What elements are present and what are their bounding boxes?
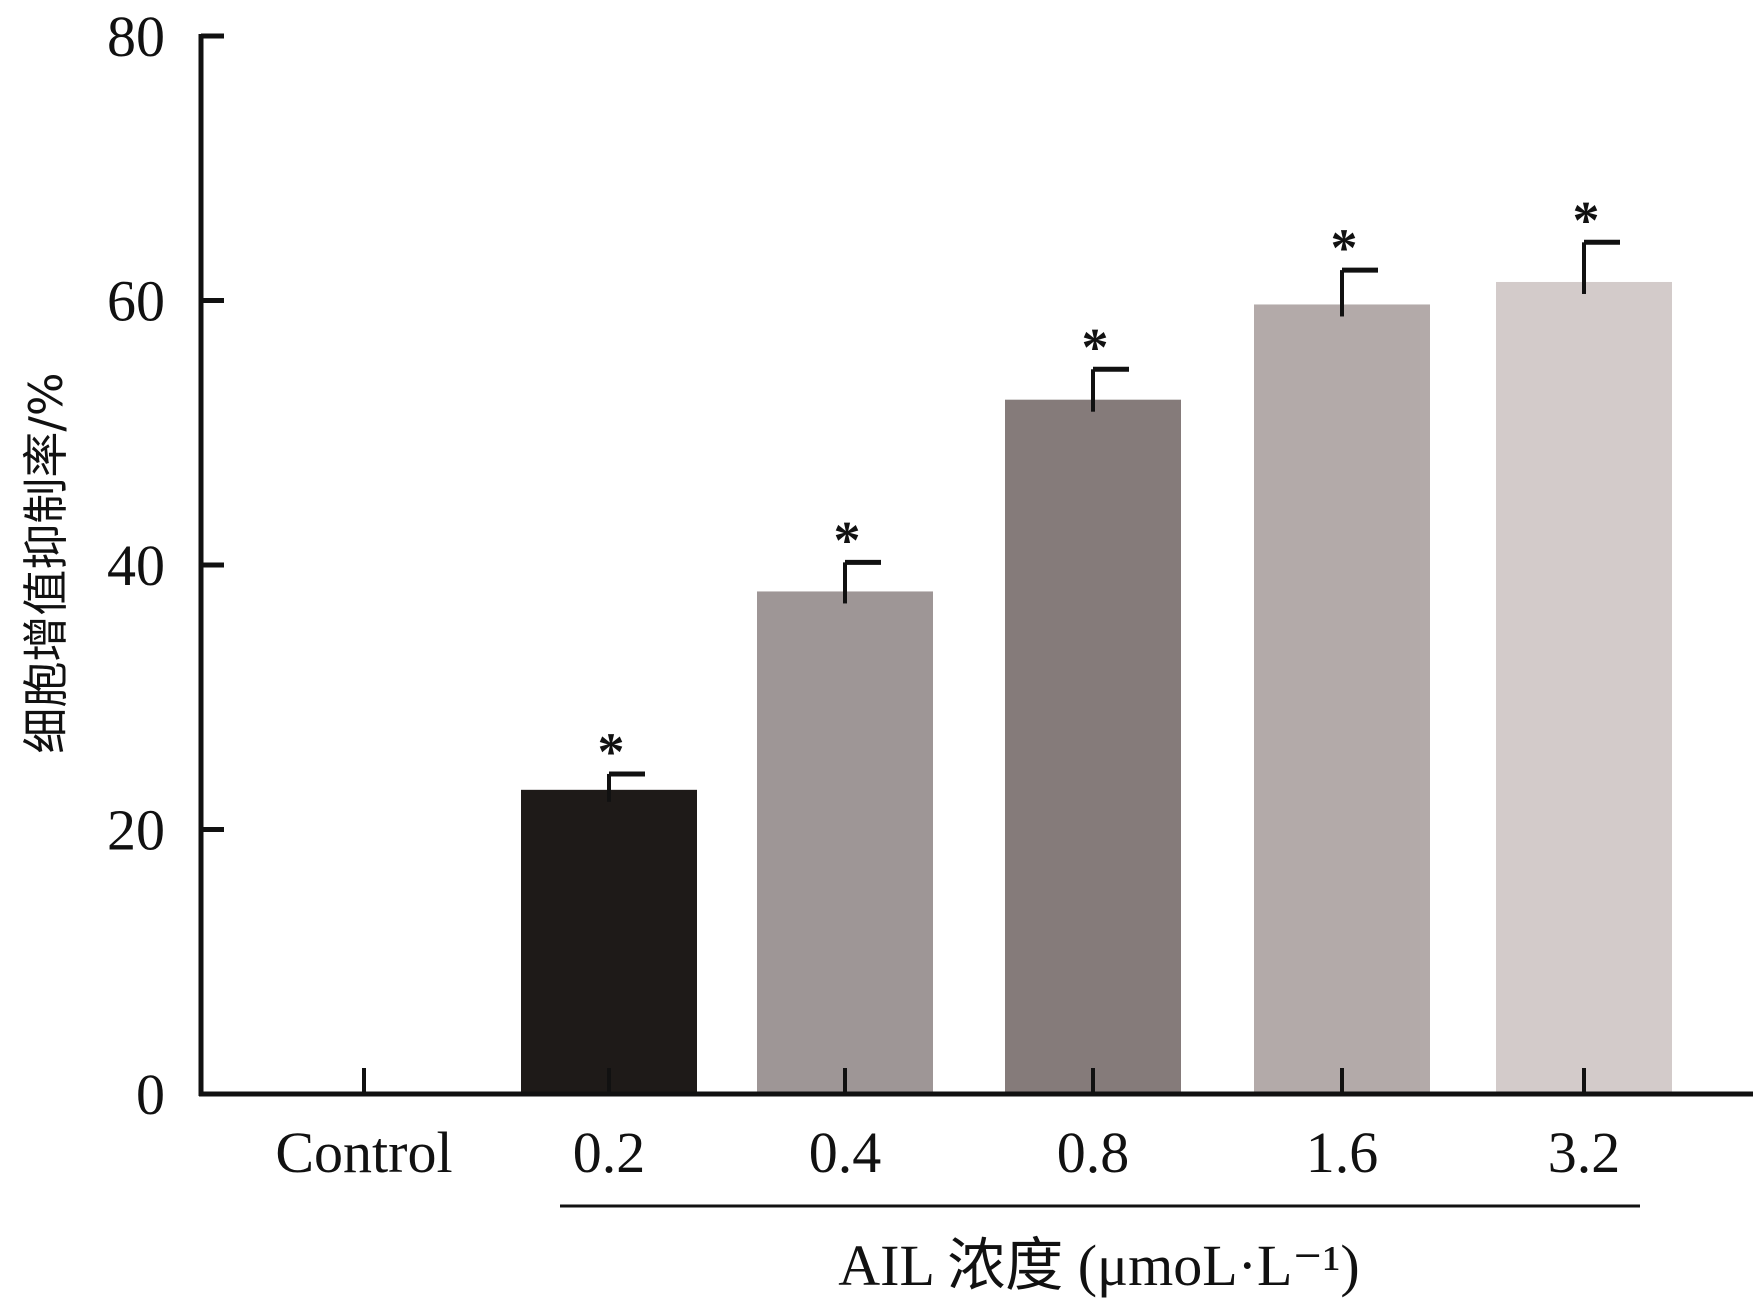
y-tick-label: 0 [136,1062,165,1127]
significance-marker: * [1082,317,1109,377]
significance-marker: * [598,722,625,782]
bar-0.2 [521,789,697,1094]
bar-3.2 [1496,281,1672,1094]
x-tick-label: 1.6 [1306,1120,1379,1185]
bar-0.8 [1005,399,1181,1094]
significance-marker: * [834,510,861,570]
y-tick-label: 40 [107,533,165,598]
x-tick-label: 0.2 [573,1120,646,1185]
bar-0.4 [757,591,933,1094]
x-tick-label: 3.2 [1548,1120,1621,1185]
x-tick-label: 0.4 [809,1120,882,1185]
bar-1.6 [1254,304,1430,1094]
x-tick-label: Control [275,1120,452,1185]
x-tick-label: 0.8 [1057,1120,1130,1185]
y-tick-label: 60 [107,269,165,334]
y-tick-label: 80 [107,4,165,69]
significance-marker: * [1331,218,1358,278]
y-axis-label: 细胞增值抑制率/% [19,372,73,753]
y-tick-label: 20 [107,798,165,863]
x-axis-label: AIL 浓度 (μmoL·L⁻¹) [838,1233,1360,1298]
significance-marker: * [1573,190,1600,250]
